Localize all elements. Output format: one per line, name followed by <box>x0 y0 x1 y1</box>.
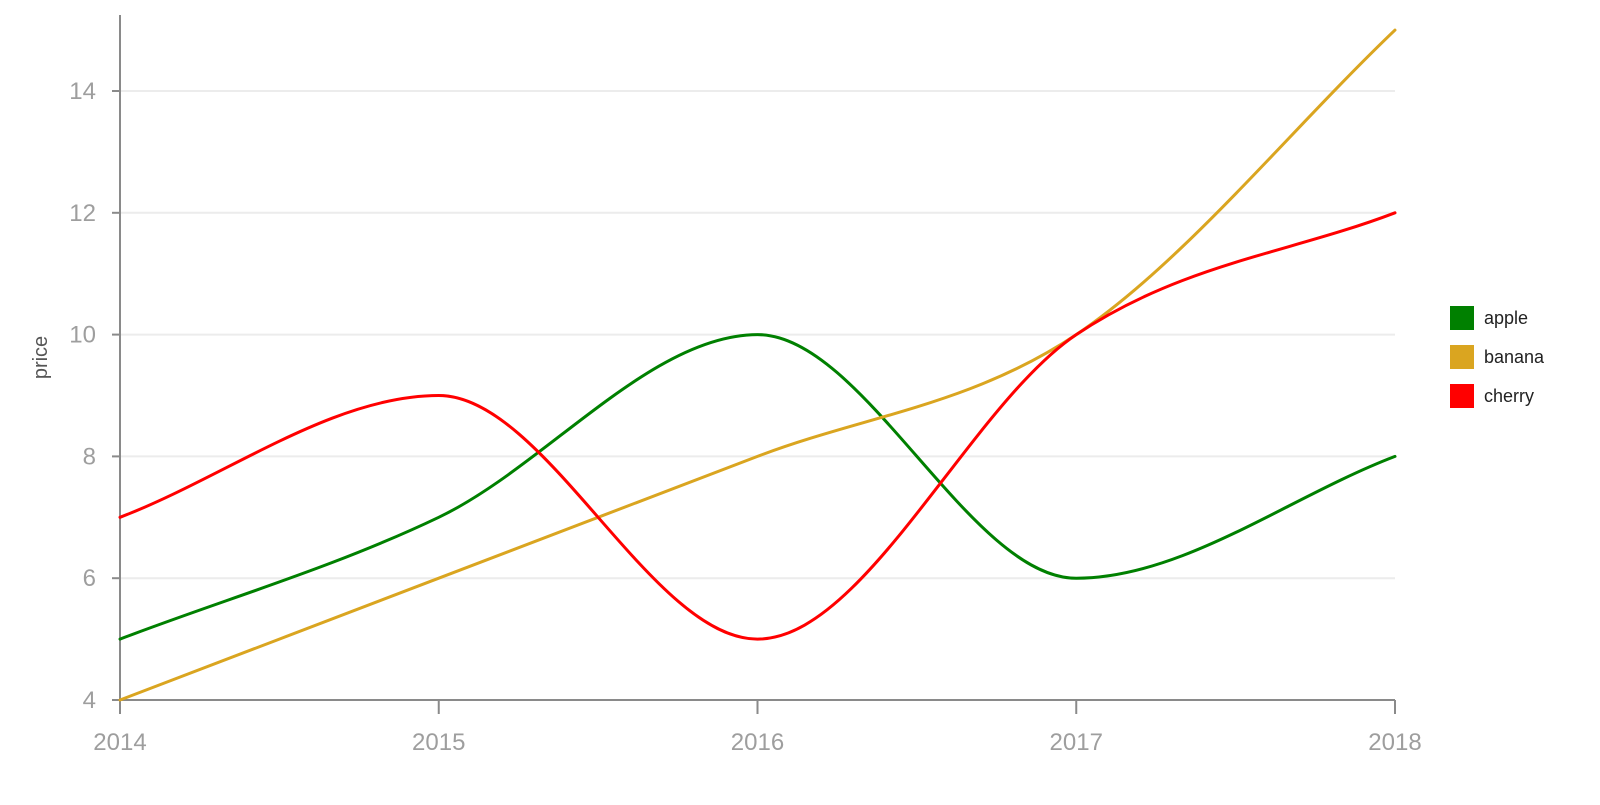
y-tick-label: 12 <box>69 200 96 227</box>
series-lines <box>118 28 1397 702</box>
x-tick-label: 2016 <box>731 729 784 756</box>
axes <box>119 15 1395 701</box>
series-line-apple <box>118 333 1397 641</box>
y-axis-ticks: 4 6 8 10 12 14 <box>69 78 120 714</box>
legend-swatch <box>1450 384 1474 408</box>
y-tick-label: 4 <box>83 687 96 714</box>
legend-item-cherry[interactable]: cherry <box>1450 384 1534 408</box>
y-tick-label: 6 <box>83 565 96 592</box>
legend-label: apple <box>1484 308 1528 328</box>
y-axis-title: price <box>30 336 52 379</box>
y-tick-label: 10 <box>69 322 96 349</box>
x-tick-label: 2018 <box>1368 729 1421 756</box>
x-tick-label: 2015 <box>412 729 465 756</box>
legend-swatch <box>1450 306 1474 330</box>
y-tick-label: 14 <box>69 78 96 105</box>
series-line-cherry <box>118 211 1397 641</box>
legend: apple banana cherry <box>1450 306 1545 408</box>
x-tick-label: 2014 <box>93 729 146 756</box>
y-tick-label: 8 <box>83 443 96 470</box>
legend-label: cherry <box>1484 386 1534 406</box>
legend-label: banana <box>1484 347 1545 367</box>
legend-swatch <box>1450 345 1474 369</box>
series-line-banana <box>118 28 1397 702</box>
legend-item-apple[interactable]: apple <box>1450 306 1528 330</box>
x-tick-label: 2017 <box>1050 729 1103 756</box>
legend-item-banana[interactable]: banana <box>1450 345 1545 369</box>
x-axis-ticks: 2014 2015 2016 2017 2018 <box>93 700 1422 756</box>
